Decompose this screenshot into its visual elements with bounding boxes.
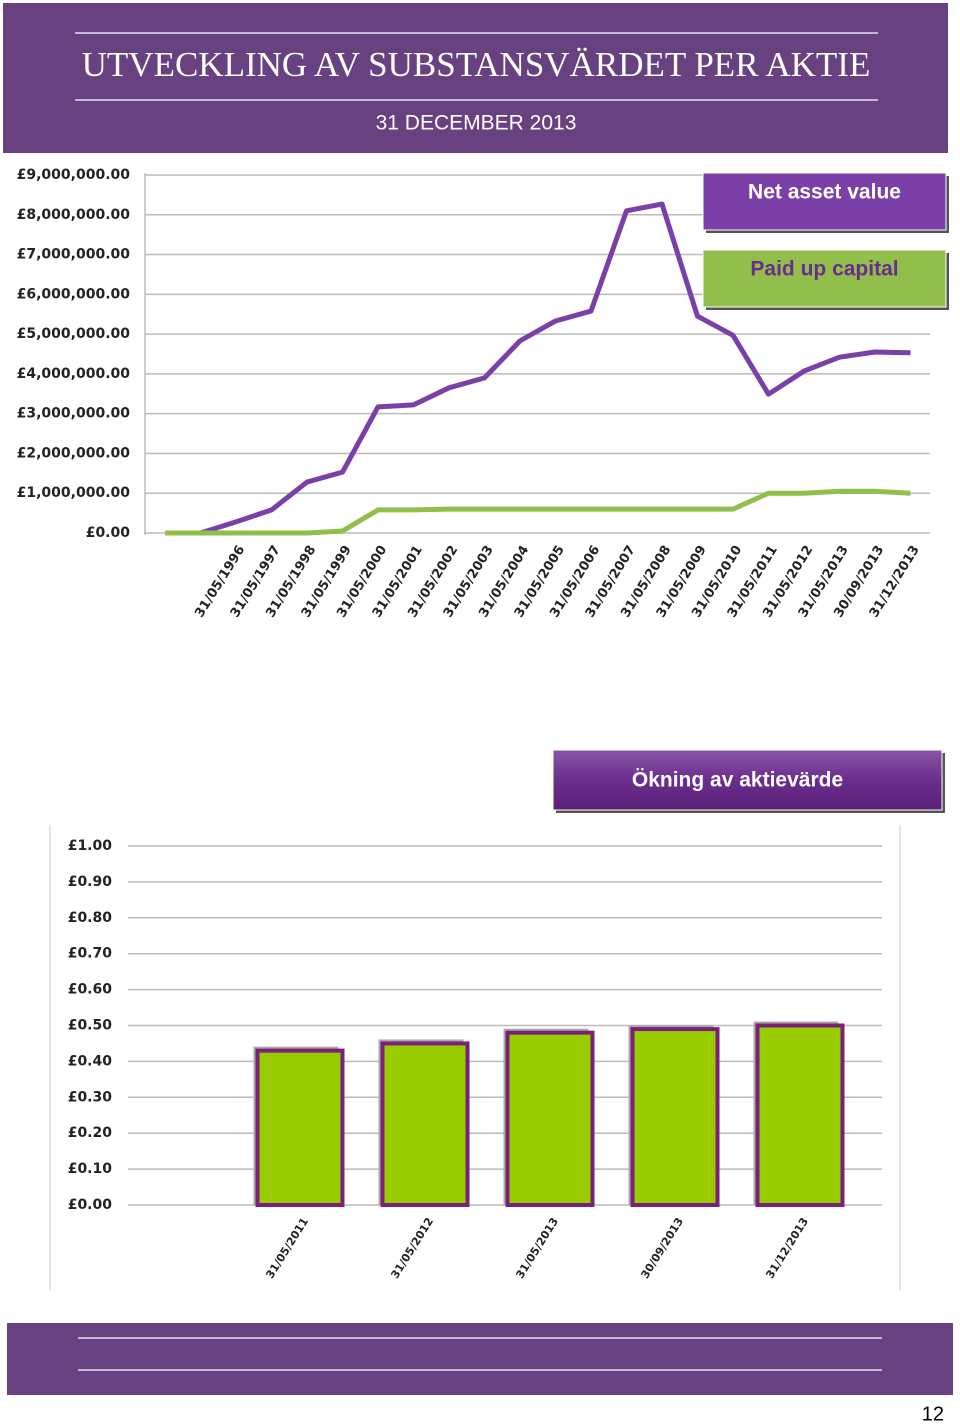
page-subtitle: 31 DECEMBER 2013 bbox=[376, 112, 577, 135]
legend-swatch bbox=[702, 172, 947, 231]
y-tick-label: £0.00 bbox=[68, 1197, 113, 1213]
y-tick-label: £6,000,000.00 bbox=[17, 286, 131, 302]
y-tick-label: £7,000,000.00 bbox=[17, 247, 131, 263]
legend-label: Paid up capital bbox=[750, 258, 898, 281]
y-tick-label: £0.80 bbox=[68, 910, 113, 926]
bar bbox=[755, 1023, 845, 1207]
x-tick-label: 31/05/2012 bbox=[388, 1215, 436, 1281]
y-tick-label: £0.40 bbox=[68, 1053, 113, 1069]
y-tick-label: £5,000,000.00 bbox=[17, 326, 131, 342]
y-tick-label: £0.60 bbox=[68, 982, 113, 998]
y-tick-label: £4,000,000.00 bbox=[17, 366, 131, 382]
footer-band bbox=[7, 1323, 953, 1395]
bar bbox=[255, 1048, 345, 1207]
page-title: UTVECKLING AV SUBSTANSVÄRDET PER AKTIE bbox=[82, 45, 871, 84]
title-box bbox=[552, 749, 943, 811]
y-tick-label: £3,000,000.00 bbox=[17, 406, 131, 422]
y-tick-label: £0.10 bbox=[68, 1161, 113, 1177]
y-tick-label: £9,000,000.00 bbox=[17, 167, 131, 183]
y-tick-label: £0.00 bbox=[86, 525, 131, 541]
series-line bbox=[165, 201, 911, 536]
legend-swatch bbox=[702, 249, 947, 308]
x-tick-label: 31/05/2013 bbox=[513, 1215, 561, 1281]
header-band bbox=[3, 3, 948, 153]
y-tick-label: £1,000,000.00 bbox=[17, 485, 131, 501]
y-tick-label: £0.70 bbox=[68, 946, 113, 962]
y-tick-label: £0.90 bbox=[68, 874, 113, 890]
x-tick-label: 31/05/2011 bbox=[263, 1215, 311, 1281]
y-tick-label: £0.20 bbox=[68, 1125, 113, 1141]
y-tick-label: £1.00 bbox=[68, 838, 113, 854]
chart-title: Ökning av aktievärde bbox=[632, 769, 843, 792]
y-tick-label: £0.30 bbox=[68, 1089, 113, 1105]
page-number: 12 bbox=[922, 1403, 944, 1425]
series-line bbox=[165, 488, 911, 536]
x-tick-label: 31/12/2013 bbox=[763, 1215, 811, 1281]
x-tick-label: 30/09/2013 bbox=[638, 1215, 686, 1281]
bar bbox=[505, 1030, 595, 1208]
y-tick-label: £2,000,000.00 bbox=[17, 445, 131, 461]
bar bbox=[380, 1041, 470, 1207]
legend-label: Net asset value bbox=[748, 181, 901, 204]
y-tick-label: £8,000,000.00 bbox=[17, 207, 131, 223]
y-tick-label: £0.50 bbox=[68, 1018, 113, 1034]
bar bbox=[630, 1027, 720, 1207]
